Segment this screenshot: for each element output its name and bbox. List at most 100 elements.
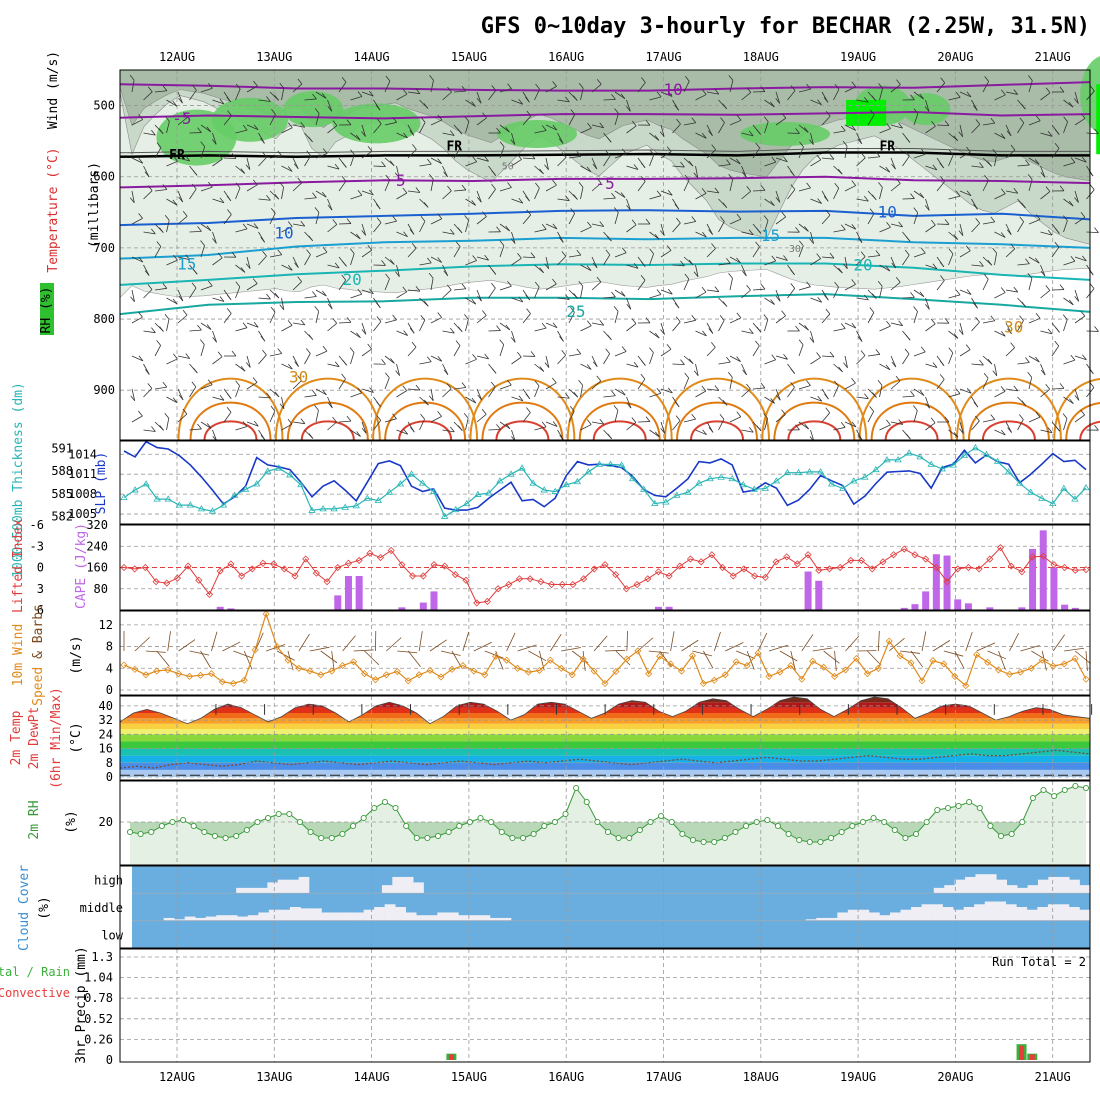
cloud-cell [890, 912, 901, 920]
wind-tick-label: 12 [99, 618, 113, 632]
wind10-barb [507, 633, 515, 651]
ylabel-rh: RH (%) [39, 287, 54, 334]
cloud-cell [406, 912, 417, 920]
wind10-barb [299, 634, 310, 651]
rh2m-point [1073, 783, 1078, 788]
cloud-cell [932, 904, 943, 920]
rh2m-point [499, 829, 504, 834]
rh2m-point [967, 799, 972, 804]
rh2m-point [552, 819, 557, 824]
cloud-level-label: high [94, 874, 123, 888]
ylabel-temp2m-part: 2m Temp [9, 710, 24, 765]
rh2m-point [754, 819, 759, 824]
pressure-tick-label: 500 [93, 99, 115, 113]
cloud-cell [964, 907, 975, 921]
wind10-barb [518, 645, 537, 651]
wind10-barb [944, 651, 963, 656]
rh2m-point [913, 831, 918, 836]
li-line [124, 548, 1086, 603]
cloud-cell [343, 912, 354, 920]
rh2m-point [860, 819, 865, 824]
date-label-top: 13AUG [256, 50, 292, 64]
wind10-barb [201, 651, 211, 668]
cloud-cell [1069, 907, 1080, 921]
wind10-barb [190, 651, 210, 655]
cape-bar [420, 603, 427, 610]
ylabel-wind10-b: Speed & Barbs [31, 604, 46, 706]
wind10-barb [179, 640, 195, 651]
cloud-cell [1038, 880, 1049, 894]
rh2m-point [510, 835, 515, 840]
rh2m-point [648, 819, 653, 824]
wind10-barb [692, 651, 711, 656]
wind-tick-label: 0 [106, 683, 113, 697]
ylabel-wind10-unit: (m/s) [69, 635, 84, 674]
ylabel-precip: 3hr Precip (mm) [74, 946, 89, 1063]
ylabel-wind10-b-part: & Barbs [31, 604, 46, 667]
cloud-cell [955, 880, 966, 894]
isotherm-label: 10 [274, 224, 293, 243]
rh2m-point [595, 819, 600, 824]
freezing-level-label: FR [879, 139, 895, 154]
rh2m-point [520, 835, 525, 840]
wind10-barb [397, 651, 417, 653]
ylabel-temperature-part: Temperature (°C) [46, 147, 61, 272]
rh2m-point [202, 829, 207, 834]
rh2m-point [743, 823, 748, 828]
wind10-barb [386, 638, 401, 651]
wind10-barb [550, 634, 561, 651]
cloud-cell [827, 918, 838, 921]
wind10-barb [343, 636, 356, 651]
wind10-barb [900, 651, 920, 653]
wind10-barb [780, 651, 797, 661]
rh2m-point [1062, 787, 1067, 792]
rh2m-point [414, 835, 419, 840]
date-label-bottom: 13AUG [256, 1070, 292, 1084]
rh2m-point [297, 819, 302, 824]
cloud-cell [879, 915, 890, 920]
rh2m-point [584, 799, 589, 804]
thickness-line [124, 448, 1086, 517]
cloud-cell [858, 910, 869, 921]
wind10-barb [463, 632, 469, 651]
cape-bar [345, 576, 352, 610]
thickness-tick-label: 588 [51, 464, 73, 478]
rh2m-point [659, 813, 664, 818]
ylabel-slp-part: SLP (mb) [94, 452, 109, 515]
wind10-barb [594, 636, 607, 651]
rh2m-point [489, 819, 494, 824]
rh2m-point [998, 833, 1003, 838]
cloud-cell [267, 882, 278, 893]
rh2m-point [340, 831, 345, 836]
cloud-cell [195, 918, 206, 921]
ylabel-wind10-b-part: Speed [31, 667, 46, 706]
cloud-cell [1069, 880, 1080, 894]
cloud-cell [869, 912, 880, 920]
cloud-cell [1027, 910, 1038, 921]
rh2m-point [839, 829, 844, 834]
cloud-cell [1028, 885, 1039, 893]
rh2m-point [563, 811, 568, 816]
wind10-barb [354, 650, 374, 651]
cloud-cell [278, 880, 289, 894]
temp-band [120, 734, 1090, 741]
rh2m-point [722, 835, 727, 840]
precip-tick-label: 0 [106, 1053, 113, 1067]
date-label-bottom: 16AUG [548, 1070, 584, 1084]
rh2m-point [329, 835, 334, 840]
cloud-cell [164, 918, 175, 921]
cloud-cell [816, 918, 827, 921]
rh2m-point [977, 805, 982, 810]
rh2m-point [244, 827, 249, 832]
cloud-cell [469, 915, 480, 920]
wind10-barb [605, 650, 625, 651]
cape-bar [954, 599, 961, 610]
isotherm-label: 25 [566, 302, 585, 321]
wind10-barb [157, 651, 170, 667]
ylabel-wind10-a: 10m Wind [11, 624, 26, 687]
cloud-cell [458, 915, 469, 920]
cloud-cell [1037, 907, 1048, 921]
rh2m-point [287, 811, 292, 816]
